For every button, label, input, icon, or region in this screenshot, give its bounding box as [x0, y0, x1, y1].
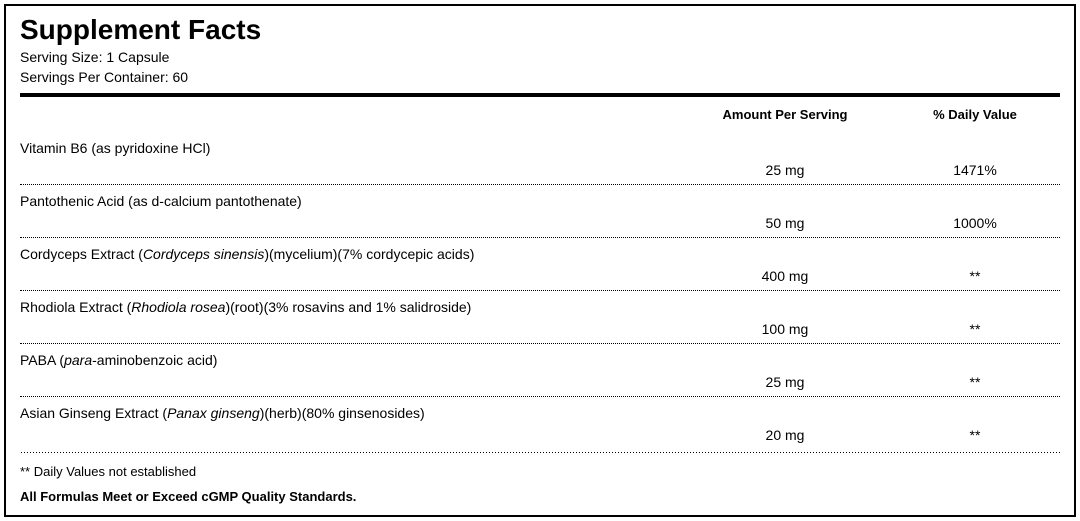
ingredient-name: Vitamin B6 (as pyridoxine HCl)	[20, 140, 1060, 162]
thick-rule-top	[20, 93, 1060, 97]
amount-cell: 25 mg	[680, 374, 890, 390]
amount-cell: 20 mg	[680, 427, 890, 443]
table-row: Asian Ginseng Extract (Panax ginseng)(he…	[20, 397, 1060, 449]
table-row: Vitamin B6 (as pyridoxine HCl)25 mg1471%	[20, 132, 1060, 185]
ingredient-name: Rhodiola Extract (Rhodiola rosea)(root)(…	[20, 299, 1060, 321]
thick-dotted-rule	[20, 451, 1060, 454]
daily-value-cell: **	[890, 321, 1060, 337]
footnote-dv: ** Daily Values not established	[20, 464, 1060, 479]
quality-standards: All Formulas Meet or Exceed cGMP Quality…	[20, 489, 1060, 504]
amount-cell: 50 mg	[680, 215, 890, 231]
ingredient-name: Pantothenic Acid (as d-calcium pantothen…	[20, 193, 1060, 215]
ingredient-values: 25 mg1471%	[20, 162, 1060, 178]
amount-cell: 100 mg	[680, 321, 890, 337]
ingredient-values: 25 mg**	[20, 374, 1060, 390]
amount-cell: 25 mg	[680, 162, 890, 178]
supplement-facts-panel: Supplement Facts Serving Size: 1 Capsule…	[4, 4, 1076, 517]
daily-value-cell: **	[890, 268, 1060, 284]
value-spacer	[20, 215, 680, 231]
amount-cell: 400 mg	[680, 268, 890, 284]
panel-title: Supplement Facts	[20, 14, 1060, 46]
ingredient-values: 20 mg**	[20, 427, 1060, 443]
header-spacer	[20, 107, 680, 122]
ingredient-values: 400 mg**	[20, 268, 1060, 284]
ingredient-name: Cordyceps Extract (Cordyceps sinensis)(m…	[20, 246, 1060, 268]
value-spacer	[20, 374, 680, 390]
daily-value-cell: **	[890, 374, 1060, 390]
value-spacer	[20, 321, 680, 337]
value-spacer	[20, 162, 680, 178]
ingredient-rows: Vitamin B6 (as pyridoxine HCl)25 mg1471%…	[20, 132, 1060, 449]
table-row: Cordyceps Extract (Cordyceps sinensis)(m…	[20, 238, 1060, 291]
header-daily-value: % Daily Value	[890, 107, 1060, 122]
column-headers: Amount Per Serving % Daily Value	[20, 103, 1060, 132]
header-amount: Amount Per Serving	[680, 107, 890, 122]
daily-value-cell: 1471%	[890, 162, 1060, 178]
value-spacer	[20, 427, 680, 443]
servings-per-container: Servings Per Container: 60	[20, 68, 1060, 88]
serving-size: Serving Size: 1 Capsule	[20, 48, 1060, 68]
daily-value-cell: 1000%	[890, 215, 1060, 231]
table-row: Pantothenic Acid (as d-calcium pantothen…	[20, 185, 1060, 238]
ingredient-name: PABA (para-aminobenzoic acid)	[20, 352, 1060, 374]
ingredient-values: 50 mg1000%	[20, 215, 1060, 231]
table-row: PABA (para-aminobenzoic acid)25 mg**	[20, 344, 1060, 397]
value-spacer	[20, 268, 680, 284]
ingredient-name: Asian Ginseng Extract (Panax ginseng)(he…	[20, 405, 1060, 427]
table-row: Rhodiola Extract (Rhodiola rosea)(root)(…	[20, 291, 1060, 344]
ingredient-values: 100 mg**	[20, 321, 1060, 337]
daily-value-cell: **	[890, 427, 1060, 443]
